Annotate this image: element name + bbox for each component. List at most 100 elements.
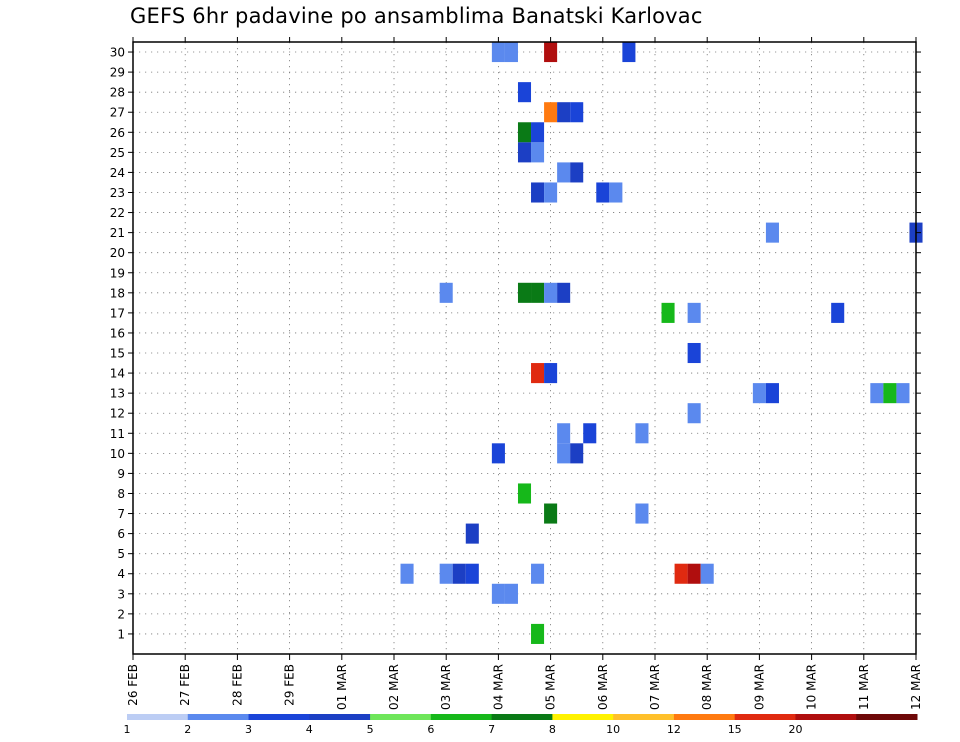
heatmap-cell: [570, 443, 584, 464]
y-tick-label: 26: [110, 126, 125, 140]
colorbar-tick-label: 5: [367, 723, 374, 736]
y-tick-label: 27: [110, 106, 125, 120]
y-tick-label: 4: [117, 567, 125, 581]
y-tick-label: 9: [117, 467, 125, 481]
heatmap-cell: [557, 282, 571, 303]
y-tick-label: 21: [110, 226, 125, 240]
plot-frame: [132, 41, 917, 655]
y-tick-label: 12: [110, 407, 125, 421]
heatmap-cell: [661, 302, 675, 323]
x-tick-label: 05 MAR: [544, 664, 558, 710]
y-tick-label: 28: [110, 86, 125, 100]
x-tick-label: 28 FEB: [230, 664, 244, 706]
colorbar-tick-label: 6: [427, 723, 434, 736]
x-tick-label: 10 MAR: [805, 664, 819, 710]
heatmap-cell: [896, 383, 910, 404]
y-tick-label: 2: [117, 607, 125, 621]
heatmap-cells: [400, 42, 923, 644]
heatmap-cell: [517, 282, 532, 303]
colorbar-tick-label: 15: [728, 723, 742, 736]
heatmap-cell: [517, 122, 532, 143]
heatmap-cell: [752, 383, 766, 404]
y-tick-label: 6: [117, 527, 125, 541]
colorbar-tick-label: 12: [667, 723, 681, 736]
heatmap-cell: [400, 563, 414, 584]
colorbar-segment: [795, 714, 857, 720]
heatmap-cell: [883, 383, 897, 404]
y-tick-label: 16: [110, 326, 125, 340]
heatmap-cell: [439, 563, 453, 584]
heatmap-cell: [531, 563, 545, 584]
colorbar-segment: [552, 714, 614, 720]
colorbar-tick-label: 8: [549, 723, 556, 736]
y-tick-label: 7: [117, 507, 125, 521]
heatmap-cell: [596, 182, 610, 203]
x-axis: 26 FEB 27 FEB 28 FEB 29 FEB 01 MAR 02 MAR 03 M…: [126, 37, 923, 710]
heatmap-cell: [531, 182, 545, 203]
colorbar-segment: [856, 714, 918, 720]
heatmap-cell: [531, 122, 545, 143]
y-tick-label: 20: [110, 246, 125, 260]
colorbar-segment: [491, 714, 553, 720]
y-tick-label: 29: [110, 66, 125, 80]
colorbar-tick-label: 1: [124, 723, 131, 736]
y-tick-label: 17: [110, 306, 125, 320]
x-tick-label: 07 MAR: [648, 664, 662, 710]
heatmap-cell: [687, 302, 701, 323]
heatmap-cell: [491, 42, 505, 63]
colorbar-tick-label: 10: [606, 723, 620, 736]
heatmap-cell: [517, 483, 532, 504]
x-tick-label: 11 MAR: [857, 664, 871, 710]
heatmap-cell: [687, 563, 701, 584]
heatmap-cell: [491, 583, 505, 604]
x-tick-label: 02 MAR: [387, 664, 401, 710]
y-tick-label: 13: [110, 387, 125, 401]
heatmap-cell: [687, 403, 701, 424]
x-tick-label: 09 MAR: [752, 664, 766, 710]
colorbar-segment: [187, 714, 250, 720]
y-tick-label: 23: [110, 186, 125, 200]
colorbar-segment: [370, 714, 432, 720]
grid-lines: [133, 42, 916, 654]
colorbar-segment: [734, 714, 796, 720]
heatmap-cell: [765, 383, 779, 404]
colorbar-segment: [613, 714, 675, 720]
heatmap-cell: [635, 423, 649, 444]
colorbar-segment: [673, 714, 736, 720]
colorbar-segment: [248, 714, 310, 720]
x-tick-label: 26 FEB: [126, 664, 140, 706]
y-axis: 1234567891011121314151617181920212223242…: [110, 46, 921, 641]
heatmap-cell: [870, 383, 884, 404]
heatmap-cell: [700, 563, 714, 584]
y-tick-label: 3: [117, 587, 125, 601]
y-tick-label: 5: [117, 547, 125, 561]
heatmap-cell: [531, 142, 545, 163]
heatmap-cell: [831, 302, 845, 323]
x-tick-label: 04 MAR: [491, 664, 505, 710]
colorbar-legend: 1 2 3 4 5 6 7 8 10 12 15 20: [124, 714, 918, 736]
heatmap-cell: [609, 182, 623, 203]
heatmap-cell: [557, 162, 571, 183]
heatmap-cell: [544, 42, 558, 63]
heatmap-cell: [504, 583, 518, 604]
heatmap-cell: [517, 82, 532, 103]
heatmap-cell: [439, 282, 453, 303]
heatmap-cell: [557, 102, 571, 123]
heatmap-cell: [531, 282, 545, 303]
heatmap-cell: [622, 42, 636, 63]
y-tick-label: 1: [117, 627, 125, 641]
colorbar-segment: [430, 714, 493, 720]
heatmap-cell: [544, 503, 558, 524]
y-tick-label: 14: [110, 367, 125, 381]
heatmap-cell: [557, 423, 571, 444]
heatmap-cell: [570, 162, 584, 183]
colorbar-tick-label: 20: [788, 723, 802, 736]
x-tick-label: 03 MAR: [439, 664, 453, 710]
y-tick-label: 30: [110, 46, 125, 60]
colorbar-segment: [127, 714, 189, 720]
heatmap-cell: [531, 363, 545, 384]
heatmap-cell: [491, 443, 505, 464]
y-tick-label: 19: [110, 266, 125, 280]
y-tick-label: 25: [110, 146, 125, 160]
colorbar-tick-label: 2: [184, 723, 191, 736]
